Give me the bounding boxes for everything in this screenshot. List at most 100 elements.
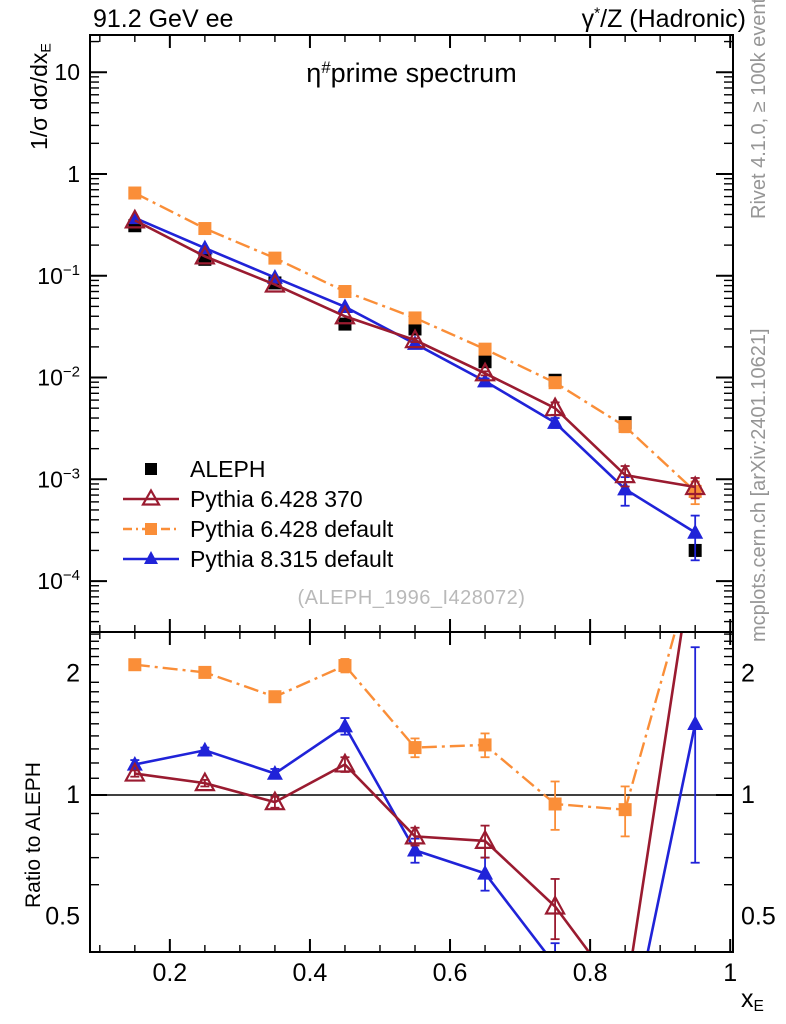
x-axis-label-sub: E	[753, 997, 764, 1015]
legend-sample-part	[145, 463, 157, 475]
marker-open-triangle	[544, 396, 566, 417]
series-py6_370	[123, 632, 683, 1008]
ratio-data	[123, 632, 704, 1008]
series-py6_370	[123, 208, 707, 500]
marker-open-triangle	[544, 894, 566, 915]
marker-open-triangle	[123, 208, 146, 229]
marker-square	[198, 222, 212, 236]
legend-item-aleph: ALEPH	[122, 454, 393, 484]
y-axis-label-sub: E	[38, 43, 55, 53]
y-tick-label: 10−4	[37, 567, 80, 594]
marker-square	[548, 797, 562, 811]
legend-label-py8-default: Pythia 8.315 default	[190, 545, 394, 572]
y-tick-label: 0.5	[741, 903, 776, 931]
ratio-axis-tick-labels: 2 21 10.5 0.50.2 0.4 0.6 0.8 1	[45, 659, 776, 987]
marker-open-triangle	[123, 761, 146, 782]
y-axis-label: 1/σ dσ/dxE	[26, 43, 55, 150]
marker-triangle	[687, 524, 704, 539]
marker-square	[338, 659, 352, 673]
main-axis-tick-labels: 10 1 10−1 10−2 10−3 10−4	[37, 59, 80, 594]
x-tick-label: 0.4	[293, 959, 328, 987]
y-tick-label: 2	[741, 659, 755, 687]
y-tick-label: 10−1	[37, 262, 80, 289]
marker-square	[268, 251, 282, 265]
legend-item-py8-default: Pythia 8.315 default	[122, 544, 393, 574]
main-data	[123, 186, 707, 562]
x-tick-label: 0.2	[152, 959, 187, 987]
marker-triangle	[336, 717, 353, 733]
marker-square	[478, 738, 492, 752]
marker-open-triangle	[474, 361, 496, 382]
marker-open-triangle	[194, 771, 216, 792]
process-label-rest: /Z (Hadronic)	[600, 5, 746, 33]
y-tick-label: 10−3	[37, 465, 80, 492]
y-tick-label: 0.5	[45, 903, 80, 931]
ratio-axis-label: Ratio to ALEPH	[22, 762, 45, 908]
marker-triangle	[617, 480, 634, 496]
process-label-gamma: γ	[581, 5, 595, 33]
process-label: γ*/Z (Hadronic)	[582, 5, 746, 34]
marker-square	[618, 420, 632, 434]
legend-marker-py6-default	[123, 523, 179, 535]
marker-open-triangle	[264, 790, 286, 811]
x-tick-label: 1	[723, 959, 737, 987]
main-panel: 10 1 10−1 10−2 10−3 10−4	[37, 34, 734, 633]
marker-square	[268, 690, 282, 704]
ratio-panel-frame	[89, 631, 734, 953]
marker-open-triangle	[264, 272, 286, 293]
marker-open-triangle	[404, 328, 426, 349]
y-tick-label: 2	[66, 659, 80, 687]
y-tick-label: 10−2	[37, 364, 80, 391]
series-py6_def	[128, 632, 677, 838]
marker-open-triangle	[474, 829, 496, 849]
x-axis-label-text: x	[741, 985, 754, 1013]
series-py6_def	[128, 186, 702, 506]
marker-triangle	[477, 864, 494, 880]
legend-sample-part	[145, 523, 157, 535]
beam-energy-label: 91.2 GeV ee	[93, 5, 234, 33]
marker-open-triangle	[404, 824, 426, 845]
marker-open-triangle	[334, 752, 356, 773]
marker-open-triangle	[614, 463, 636, 484]
main-axis-ticks	[90, 35, 733, 632]
marker-open-triangle	[684, 475, 707, 496]
marker-triangle	[547, 414, 564, 429]
marker-square	[338, 285, 352, 299]
marker-square	[618, 803, 632, 817]
legend-label-py6-default: Pythia 6.428 default	[190, 515, 394, 542]
y-tick-label: 1	[66, 781, 80, 809]
marker-square	[408, 311, 422, 325]
plot-title-eta: η	[306, 58, 322, 89]
legend-marker-py8-default	[123, 551, 179, 564]
y-axis-label-text: 1/σ dσ/dx	[26, 52, 52, 150]
marker-triangle	[196, 741, 213, 757]
analysis-id-watermark: (ALEPH_1996_I428072)	[297, 587, 526, 609]
legend-marker-py6-370	[123, 488, 179, 506]
marker-triangle	[687, 715, 704, 730]
series-line	[134, 219, 696, 489]
legend-item-py6-default: Pythia 6.428 default	[122, 514, 393, 544]
legend-label-py6-370: Pythia 6.428 370	[190, 485, 363, 512]
series-line	[134, 191, 696, 493]
marker-square	[408, 741, 422, 755]
legend: ALEPH Pythia 6.428 370 Pythia 6.428 defa…	[122, 454, 393, 574]
mcplots-credit-text: mcplots.cern.ch [arXiv:2401.10621]	[748, 328, 770, 642]
marker-square	[548, 376, 562, 390]
series-line	[134, 632, 683, 952]
marker-triangle	[266, 765, 283, 780]
plot-title: η#prime spectrum	[90, 58, 733, 89]
x-axis-label: xE	[741, 985, 764, 1016]
marker-open-triangle	[194, 244, 216, 265]
marker-square	[128, 186, 142, 200]
x-tick-label: 0.8	[573, 959, 608, 987]
legend-label-aleph: ALEPH	[190, 455, 266, 482]
y-tick-label: 1	[741, 781, 755, 809]
series-line	[134, 723, 697, 952]
ratio-panel: 2 21 10.5 0.50.2 0.4 0.6 0.8 1	[45, 631, 776, 1008]
y-tick-label: 10	[54, 59, 80, 85]
legend-item-py6-370: Pythia 6.428 370	[122, 484, 393, 514]
plot-title-hash: #	[321, 58, 331, 77]
marker-open-triangle	[616, 991, 634, 1008]
marker-square	[128, 658, 142, 672]
